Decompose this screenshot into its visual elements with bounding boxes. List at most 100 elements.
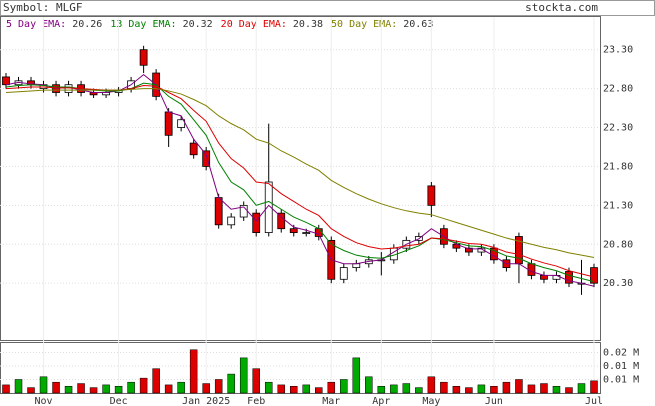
x-tick-label: Nov — [35, 396, 53, 406]
volume-tick-label: 0.01 M — [603, 374, 639, 385]
x-tick-label: Apr — [372, 396, 390, 406]
volume-bar — [152, 368, 160, 394]
price-panel — [0, 16, 601, 341]
ema-line — [5, 88, 595, 258]
y-tick-label: 22.30 — [603, 123, 633, 134]
x-tick-label: Jun — [485, 396, 503, 406]
volume-bar — [590, 380, 598, 394]
candle-body — [477, 247, 486, 253]
volume-bar — [552, 385, 561, 394]
volume-bar — [127, 381, 135, 394]
volume-panel — [0, 342, 601, 394]
candle-body — [277, 212, 286, 230]
volume-bar — [390, 384, 398, 394]
source: stockta.com — [525, 1, 598, 14]
volume-bar — [102, 384, 110, 394]
volume-bar — [352, 357, 361, 394]
legend-value: 20.38 — [293, 19, 323, 30]
candle-body — [2, 76, 10, 86]
volume-bar — [527, 384, 536, 394]
x-tick-label: Mar — [322, 396, 340, 406]
volume-bar — [164, 384, 173, 394]
volume-bar — [27, 387, 35, 394]
volume-bar — [177, 381, 185, 394]
ema-line — [5, 82, 595, 283]
volume-bar — [565, 387, 573, 394]
volume-bar — [302, 384, 311, 394]
volume-bar — [139, 377, 148, 394]
candle-body — [189, 142, 198, 156]
x-tick-label: Jan 2025 — [182, 396, 230, 406]
ema-line — [5, 73, 595, 287]
candle-body — [540, 274, 548, 280]
symbol: Symbol: MLGF — [3, 1, 82, 14]
volume-bar — [490, 385, 498, 394]
x-tick-label: May — [422, 396, 440, 406]
volume-bar — [327, 381, 336, 394]
y-tick-label: 20.80 — [603, 239, 633, 250]
candle-body — [252, 212, 261, 233]
candle-body — [64, 84, 73, 93]
volume-bar — [202, 383, 210, 394]
candle-body — [464, 247, 473, 253]
candle-body — [427, 185, 436, 206]
legend-value: 20.26 — [72, 19, 102, 30]
candle-body — [227, 216, 236, 226]
volume-bar — [2, 384, 10, 394]
legend-label: 20 Day EMA: — [221, 19, 287, 30]
volume-bar — [465, 387, 473, 394]
volume-bar — [77, 383, 85, 394]
volume-bar — [515, 379, 523, 394]
volume-tick-label: 0.02 M — [603, 347, 639, 358]
volume-bar — [540, 383, 548, 394]
volume-bar — [39, 376, 48, 394]
candle-body — [590, 267, 598, 284]
volume-bar — [289, 385, 298, 394]
volume-bar — [239, 357, 248, 394]
legend-label: 13 Day EMA: — [110, 19, 176, 30]
candle-body — [302, 232, 311, 234]
candle-body — [565, 271, 573, 284]
volume-bar — [264, 381, 273, 394]
candle-body — [289, 228, 298, 233]
candle-body — [352, 263, 361, 269]
candle-body — [214, 197, 223, 226]
legend-value: 20.63 — [403, 19, 433, 30]
volume-bar — [340, 379, 348, 394]
x-tick-label: Jul — [585, 396, 603, 406]
x-tick-label: Dec — [110, 396, 128, 406]
volume-bar — [189, 349, 198, 394]
y-tick-label: 20.30 — [603, 278, 633, 289]
volume-bar — [214, 379, 223, 394]
y-tick-label: 23.30 — [603, 45, 633, 56]
legend-label: 5 Day EMA: — [6, 19, 66, 30]
candle-body — [264, 181, 273, 233]
candle-body — [314, 228, 323, 237]
candle-body — [202, 150, 211, 167]
volume-bar — [277, 384, 285, 394]
volume-bar — [14, 379, 23, 394]
y-tick-label: 22.80 — [603, 84, 633, 95]
volume-bar — [89, 387, 98, 394]
volume-bar — [577, 383, 586, 394]
candle-body — [164, 111, 173, 136]
candle-body — [177, 119, 186, 128]
volume-bar — [114, 385, 123, 394]
volume-bar — [52, 381, 60, 394]
volume-bar — [502, 381, 511, 394]
volume-bar — [477, 384, 486, 394]
legend-label: 50 Day EMA: — [331, 19, 397, 30]
volume-bar — [315, 387, 323, 394]
volume-bar — [402, 383, 411, 394]
volume-bar — [365, 376, 373, 394]
volume-bar — [377, 385, 386, 394]
volume-bar — [452, 385, 461, 394]
volume-bar — [64, 385, 73, 394]
legend-value: 20.32 — [183, 19, 213, 30]
volume-bar — [427, 376, 436, 394]
candle-body — [139, 49, 148, 66]
volume-bar — [415, 387, 423, 394]
legend: 5 Day EMA: 20.26 13 Day EMA: 20.32 20 Day EM… — [6, 19, 433, 30]
volume-tick-label: 0.01 M — [603, 361, 639, 372]
